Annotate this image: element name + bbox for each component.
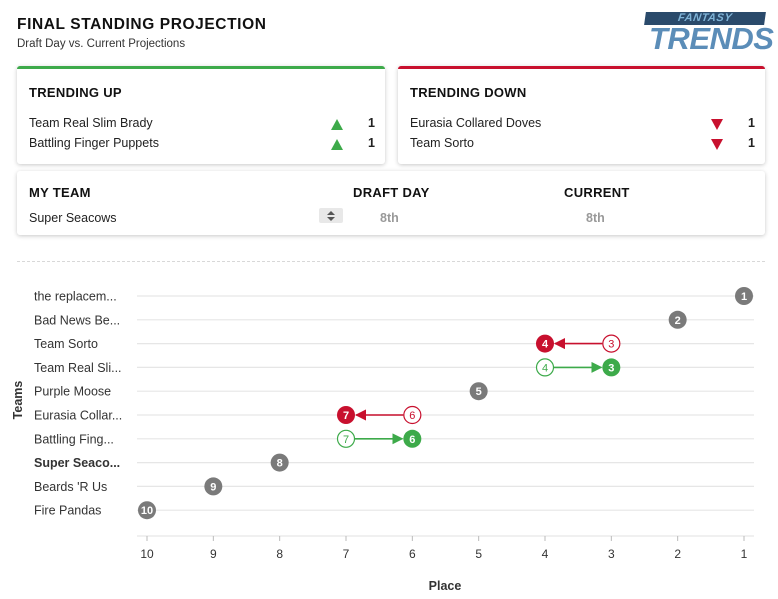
place-marker [270,453,289,472]
place-marker [469,382,488,401]
arrow-up-icon [331,119,343,130]
current-place-marker [602,358,621,377]
draft-place-marker [535,358,555,377]
place-marker-label: 8 [277,458,283,470]
logo-main-text: TRENDS [649,21,774,56]
x-tick-label: 1 [741,547,748,561]
trending-up-team-name: Battling Finger Puppets [29,136,159,150]
current-place-marker [337,406,355,424]
trending-up-delta: 1 [368,116,375,130]
trending-down-delta: 1 [748,116,755,130]
x-tick-label: 9 [210,547,217,561]
team-label: Eurasia Collar... [34,409,122,423]
draft-place-label: 4 [542,362,548,374]
team-label: Bad News Be... [34,313,120,327]
draft-place-label: 3 [608,339,614,351]
trending-down-title: TRENDING DOWN [410,85,527,100]
current-label: CURRENT [564,185,630,200]
team-select-toggle[interactable] [319,208,343,223]
fantasy-trends-logo: FANTASY TRENDS [644,12,774,56]
x-tick-label: 8 [276,547,283,561]
trending-up-delta: 1 [368,136,375,150]
arrow-down-icon [711,139,723,150]
trending-up-card: TRENDING UP Team Real Slim Brady 1 Battl… [17,66,385,164]
trending-down-card: TRENDING DOWN Eurasia Collared Doves 1 T… [398,66,765,164]
place-marker-label: 2 [675,315,681,327]
trending-down-team-name: Team Sorto [410,136,474,150]
team-label: Team Real Sli... [34,361,122,375]
place-marker-label: 9 [210,481,216,493]
page-subtitle: Draft Day vs. Current Projections [17,38,186,50]
draft-place-marker [403,405,422,425]
draft-place-label: 7 [343,434,349,446]
place-marker-label: 10 [141,505,153,517]
place-marker [204,477,223,496]
draft-place-label: 6 [409,410,415,422]
team-label: Beards 'R Us [34,480,107,494]
trending-up-team-name: Team Real Slim Brady [29,116,153,130]
x-tick-label: 2 [674,547,681,561]
place-marker [735,287,753,305]
trending-down-row: Team Sorto 1 [410,136,755,154]
trending-down-delta: 1 [748,136,755,150]
team-label: Fire Pandas [34,504,101,518]
x-axis-title: Place [429,579,462,593]
current-place-label: 4 [542,339,549,351]
place-marker-label: 5 [476,386,482,398]
my-team-card: MY TEAM Super Seacows DRAFT DAY 8th CURR… [17,171,765,235]
team-label: the replacem... [34,290,117,304]
draft-day-label: DRAFT DAY [353,185,430,200]
trending-down-team-name: Eurasia Collared Doves [410,116,542,130]
trending-up-row: Battling Finger Puppets 1 [29,136,375,154]
x-tick-label: 6 [409,547,416,561]
x-tick-label: 7 [343,547,350,561]
current-place-marker [536,334,554,353]
team-label: Team Sorto [34,337,98,351]
x-tick-label: 5 [475,547,482,561]
caret-down-icon [327,217,335,221]
place-marker [138,501,156,520]
team-label: Super Seaco... [34,456,120,470]
team-label: Battling Fing... [34,432,114,446]
current-place-label: 3 [608,362,614,374]
place-marker-label: 1 [741,291,747,303]
section-divider [17,261,765,262]
caret-up-icon [327,211,335,215]
x-tick-label: 4 [542,547,549,561]
arrow-up-icon [331,139,343,150]
page-title: FINAL STANDING PROJECTION [17,16,267,33]
x-tick-label: 10 [140,547,154,561]
current-value: 8th [586,211,605,225]
team-label: Purple Moose [34,385,111,399]
draft-place-marker [602,334,621,353]
page-header: FINAL STANDING PROJECTION Draft Day vs. … [17,16,267,50]
current-place-label: 6 [409,434,415,446]
draft-place-marker [336,429,356,448]
trending-down-row: Eurasia Collared Doves 1 [410,116,755,134]
my-team-label: MY TEAM [29,185,91,200]
draft-day-value: 8th [380,211,399,225]
y-axis-title: Teams [11,381,25,420]
trending-up-row: Team Real Slim Brady 1 [29,116,375,134]
trending-up-title: TRENDING UP [29,85,122,100]
place-marker [668,310,687,329]
my-team-value: Super Seacows [29,211,117,225]
current-place-label: 7 [343,410,349,422]
current-place-marker [403,429,422,448]
arrow-down-icon [711,119,723,130]
x-tick-label: 3 [608,547,615,561]
